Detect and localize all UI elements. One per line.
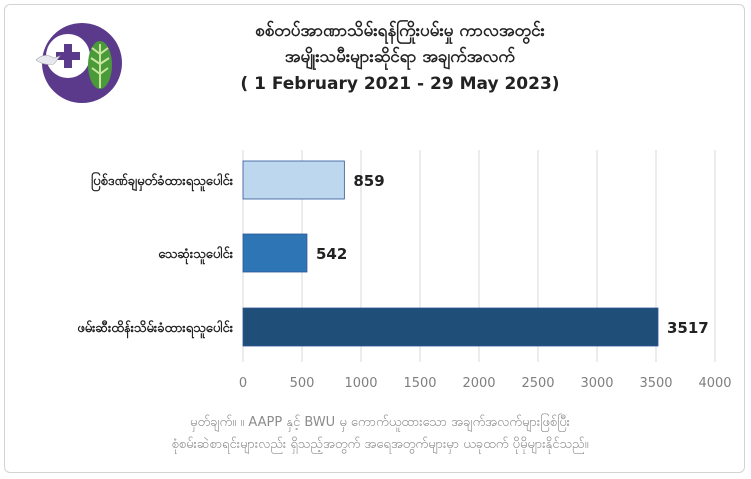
organization-logo bbox=[35, 23, 122, 103]
logo-dove bbox=[35, 55, 61, 65]
x-tick-label: 3000 bbox=[580, 376, 613, 391]
bar bbox=[242, 233, 308, 273]
x-tick-label: 4000 bbox=[698, 376, 731, 391]
title-line-3: ( 1 February 2021 - 29 May 2023) bbox=[240, 74, 560, 94]
title-line-2: အမျိုးသမီးများဆိုင်ရာ အချက်အလက် bbox=[284, 47, 516, 67]
category-label: ပြစ်ဒဏ်ချမှတ်ခံထားရသူပေါင်း bbox=[91, 171, 234, 192]
logo-cross-h bbox=[56, 52, 80, 60]
x-tick-label: 1500 bbox=[403, 376, 436, 391]
footnote: မှတ်ချက်။ ။ AAPP နှင့် BWU မှ ကောက်ယူထား… bbox=[60, 412, 700, 456]
x-tick-label: 2000 bbox=[462, 376, 495, 391]
chart-bars bbox=[242, 160, 659, 347]
value-label: 3517 bbox=[667, 319, 709, 337]
title-line-1: စစ်တပ်အာဏာသိမ်းရန်ကြိုးပမ်းမှု ကာလအတွင်း bbox=[255, 21, 545, 41]
value-label: 859 bbox=[353, 172, 384, 190]
x-tick-label: 1000 bbox=[344, 376, 377, 391]
logo-leaf-vein bbox=[90, 44, 110, 88]
value-labels: 859 542 3517 bbox=[316, 172, 709, 337]
footnote-line-2: စုံစမ်းဆဲစာရင်းများလည်း ရှိသည့်အတွက် အရေ… bbox=[171, 437, 589, 452]
value-label: 542 bbox=[316, 245, 347, 263]
chart-frame bbox=[4, 4, 745, 473]
x-tick-label: 2500 bbox=[521, 376, 554, 391]
category-labels: ပြစ်ဒဏ်ချမှတ်ခံထားရသူပေါင်းသေဆုံးသူပေါင်… bbox=[77, 171, 233, 339]
x-tick-label: 500 bbox=[290, 376, 315, 391]
category-label: သေဆုံးသူပေါင်း bbox=[158, 245, 233, 265]
chart-title: စစ်တပ်အာဏာသိမ်းရန်ကြိုးပမ်းမှု ကာလအတွင်း… bbox=[150, 18, 650, 98]
bar bbox=[242, 160, 345, 200]
x-axis-ticks: 0 500 1000 1500 2000 2500 3000 3500 4000 bbox=[239, 376, 732, 391]
footnote-line-1: မှတ်ချက်။ ။ AAPP နှင့် BWU မှ ကောက်ယူထား… bbox=[190, 415, 570, 430]
x-tick-label: 0 bbox=[239, 376, 247, 391]
x-tick-label: 3500 bbox=[639, 376, 672, 391]
category-label: ဖမ်းဆီးထိန်းသိမ်းခံထားရသူပေါင်း bbox=[77, 319, 233, 339]
bar bbox=[242, 307, 659, 347]
